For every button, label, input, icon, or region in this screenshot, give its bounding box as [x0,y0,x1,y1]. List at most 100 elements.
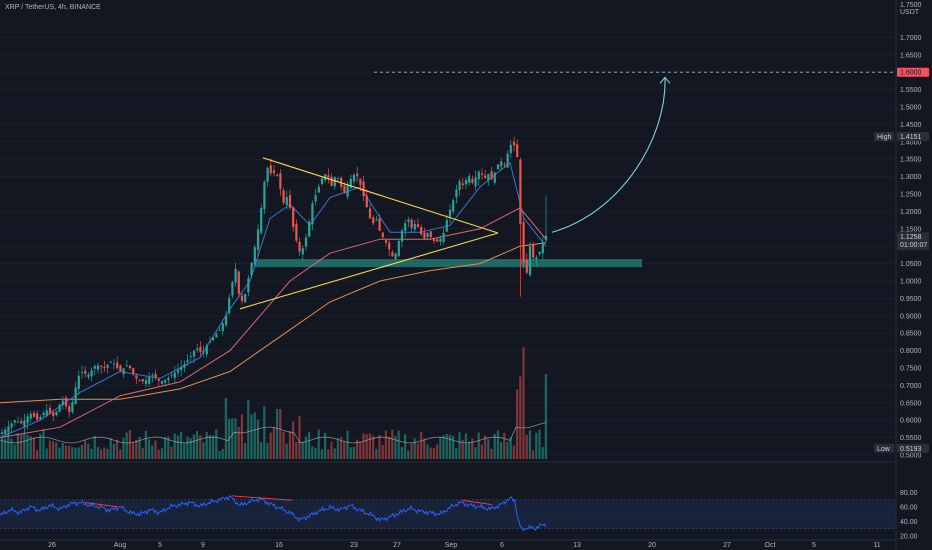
rsi-divergence-line [231,495,293,501]
price-tag-label: 1.4151 [900,134,922,141]
volume-bar [372,435,375,459]
triangle-lower-line [239,232,499,310]
candle-body [269,165,272,174]
candle-body [74,387,77,404]
candle-body [218,330,221,331]
volume-bar [416,443,419,459]
volume-bar [125,432,128,459]
candle-body [16,421,20,423]
candle-body [448,209,452,217]
candle-body [122,368,125,375]
volume-bar [512,445,515,459]
volume-bar [157,449,160,459]
volume-bar [432,447,435,459]
price-tick-label: 0.9000 [900,313,922,320]
price-tag-label: 1.1258 [900,234,922,241]
support-zone [255,259,642,268]
candle-body [205,345,208,355]
candle-body [397,240,400,257]
volume-bar [68,445,71,459]
candle-body [96,365,100,370]
volume-bar [64,445,67,459]
time-axis[interactable]: 26 Aug 5 9 16 23 27 Sep 6 13 20 27 Oct 5 11 [48,542,881,549]
volume-bar [448,434,451,459]
rsi-tick-label: 60.00 [900,504,918,511]
volume-bar [506,441,509,459]
price-tick-label: 1.7500 [900,2,922,9]
ma-long-line [0,242,547,404]
volume-bar [490,448,493,459]
volume-bar [93,435,96,459]
candle-body [375,219,378,221]
volume-bar [308,431,311,459]
volume-bar [388,436,391,459]
price-tick-label: 1.6500 [900,52,922,59]
volume-bar [381,444,384,459]
currency-label: USDT [900,9,920,16]
volume-bar [20,434,23,459]
candle-body [135,375,138,379]
projection-curve [551,77,666,233]
price-tick-label: 0.7500 [900,366,922,373]
candle-body [391,252,394,257]
candle-body [388,242,391,250]
time-tick-label: Oct [765,542,776,549]
candle-body [45,410,48,416]
volume-bar [160,448,163,459]
candle-body [48,407,52,414]
volume-bar [176,435,179,459]
volume-bar [384,430,387,459]
volume-bar [359,441,362,459]
volume-bar [391,429,394,459]
candle-body [164,379,167,383]
candle-body [346,184,349,197]
volume-bar [509,437,512,459]
price-tag-label: 1.6000 [900,70,922,77]
volume-bar [0,435,4,459]
volume-bar [23,432,26,459]
candle-body [138,380,141,382]
price-tick-label: 1.7000 [900,35,922,42]
candle-body [176,369,180,373]
volume-bar [420,432,423,459]
price-axis[interactable]: 1.7000 1.6500 1.6000 1.5500 1.5000 1.4500 1.40… [900,2,922,541]
price-tag-prefix-box [874,443,894,453]
candle-body [282,190,285,203]
candle-body [416,224,420,228]
volume-bar [128,430,131,459]
volume-bar [519,376,522,459]
volume-bar [208,435,211,459]
candle-body [317,186,320,193]
candle-body [32,412,36,417]
time-tick-label: 20 [648,542,656,549]
volume-bar [477,432,480,459]
candle-body [461,183,464,185]
price-tick-label: 1.5500 [900,87,922,94]
arrow-head-icon [659,76,671,84]
candle-body [106,364,109,368]
volume-bar [148,439,151,459]
candle-body [298,241,301,252]
volume-bar [199,435,202,459]
volume-bar [314,447,317,459]
price-tag-prefix: Low [877,446,891,453]
volume-bar [336,438,339,459]
price-tick-label: 1.5000 [900,105,922,112]
candle-body [528,246,532,275]
candle-body [423,232,426,239]
rsi-pane [0,495,896,532]
time-tick-label: 16 [275,542,283,549]
candle-body [426,232,429,237]
candle-body [186,360,189,363]
candle-body [260,207,263,233]
volume-bar [352,446,355,459]
volume-bar [394,436,397,459]
volume-bar [119,449,122,459]
candle-body [381,232,384,238]
volume-bar [288,431,291,459]
time-tick-label: 5 [158,542,162,549]
volume-bar [503,432,506,459]
candle-body [336,178,340,180]
price-tick-label: 0.5000 [900,453,922,460]
